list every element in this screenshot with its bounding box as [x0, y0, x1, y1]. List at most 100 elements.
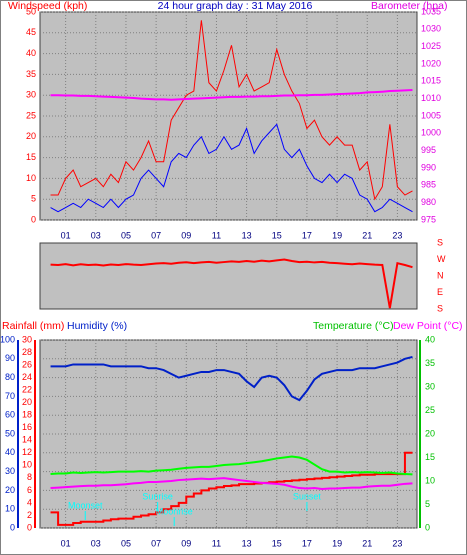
y3-tick-label: 18 [22, 410, 32, 420]
y2-tick-label: 1000 [421, 128, 441, 138]
x-tick-label: 07 [151, 538, 161, 548]
y2-tick-label: 0 [425, 522, 430, 532]
y-tick-label: 0 [31, 214, 36, 224]
x-tick-label: 13 [242, 230, 252, 240]
x-tick-label: 09 [181, 538, 191, 548]
x-tick-label: 01 [61, 230, 71, 240]
y2-tick-label: 985 [421, 180, 436, 190]
y3-tick-label: 8 [27, 472, 32, 482]
x-tick-label: 07 [151, 230, 161, 240]
series-label: Dew Point (°C) [393, 320, 463, 332]
x-tick-label: 03 [91, 538, 101, 548]
y-tick-label: 15 [26, 152, 36, 162]
plot-area [39, 242, 418, 310]
y2-tick-label: 990 [421, 162, 436, 172]
y-tick-label: 20 [26, 131, 36, 141]
y2-tick-label: 995 [421, 145, 436, 155]
y2-tick-label: 25 [425, 405, 435, 415]
y-tick-label: S [437, 237, 443, 247]
series-line [50, 258, 413, 309]
y2-tick-label: 15 [425, 452, 435, 462]
y3-tick-label: 14 [22, 435, 32, 445]
y2-tick-label: 35 [425, 358, 435, 368]
y-tick-label: 40 [26, 48, 36, 58]
x-tick-label: 17 [302, 230, 312, 240]
windspeed-label: Windspeed (kph) [8, 0, 87, 12]
annotation: Sunrise [142, 491, 173, 501]
x-tick-label: 11 [212, 230, 221, 240]
series-line [50, 123, 413, 213]
y2-tick-label: 1035 [421, 6, 441, 16]
y3-tick-label: 10 [22, 460, 32, 470]
x-tick-label: 23 [392, 230, 402, 240]
y2-tick-label: 1005 [421, 110, 441, 120]
x-tick-label: 23 [392, 538, 402, 548]
y-tick-label: E [437, 287, 443, 297]
y-tick-label: 30 [5, 466, 15, 476]
y-tick-label: 90 [5, 353, 15, 363]
annotation: Moonset [68, 500, 103, 510]
x-tick-label: 21 [362, 230, 372, 240]
y3-tick-label: 28 [22, 347, 32, 357]
y-tick-label: N [437, 270, 444, 280]
y-tick-label: 5 [31, 194, 36, 204]
x-tick-label: 15 [272, 538, 282, 548]
series-label: Rainfall (mm) [2, 320, 64, 332]
series-line [50, 355, 413, 402]
y-tick-label: 80 [5, 372, 15, 382]
series-line [50, 89, 413, 101]
y2-tick-label: 40 [425, 334, 435, 344]
x-tick-label: 11 [212, 538, 221, 548]
y-tick-label: 50 [26, 6, 36, 16]
x-tick-label: 05 [121, 538, 131, 548]
y-tick-label: 0 [10, 522, 15, 532]
x-tick-label: 05 [121, 230, 131, 240]
plot-area [39, 11, 418, 221]
y2-tick-label: 975 [421, 214, 436, 224]
y-tick-label: 30 [26, 90, 36, 100]
y3-tick-label: 4 [27, 497, 32, 507]
y-tick-label: 100 [0, 334, 15, 344]
y2-tick-label: 1020 [421, 58, 441, 68]
y3-tick-label: 24 [22, 372, 32, 382]
series-line [50, 20, 413, 201]
y-tick-label: 60 [5, 410, 15, 420]
y-tick-label: 20 [5, 485, 15, 495]
y2-tick-label: 1025 [421, 41, 441, 51]
y2-tick-label: 1010 [421, 93, 441, 103]
annotation: Moonrise [156, 506, 193, 516]
series-label: Humidity (%) [67, 320, 127, 332]
y3-tick-label: 2 [27, 510, 32, 520]
x-tick-label: 19 [332, 230, 342, 240]
x-tick-label: 03 [91, 230, 101, 240]
y-tick-label: 50 [5, 428, 15, 438]
y3-tick-label: 26 [22, 359, 32, 369]
y-tick-label: 35 [26, 69, 36, 79]
y-tick-label: S [437, 303, 443, 313]
y3-tick-label: 22 [22, 385, 32, 395]
x-tick-label: 19 [332, 538, 342, 548]
x-tick-label: 15 [272, 230, 282, 240]
series-line [50, 451, 413, 526]
x-tick-label: 13 [242, 538, 252, 548]
y2-tick-label: 5 [425, 499, 430, 509]
title: 24 hour graph day : 31 May 2016 [158, 0, 313, 12]
y3-tick-label: 0 [27, 522, 32, 532]
y2-tick-label: 10 [425, 475, 435, 485]
y2-tick-label: 1030 [421, 24, 441, 34]
y-tick-label: 25 [26, 110, 36, 120]
y2-tick-label: 20 [425, 428, 435, 438]
y2-tick-label: 1015 [421, 76, 441, 86]
series-label: Temperature (°C) [313, 320, 394, 332]
y3-tick-label: 30 [22, 334, 32, 344]
annotation: Sunset [293, 491, 322, 501]
barometer-label: Barometer (hpa) [371, 0, 447, 12]
y3-tick-label: 20 [22, 397, 32, 407]
series-line [50, 455, 413, 476]
x-tick-label: 09 [181, 230, 191, 240]
y-tick-label: 45 [26, 27, 36, 37]
x-tick-label: 17 [302, 538, 312, 548]
y-tick-label: 70 [5, 391, 15, 401]
y-tick-label: 40 [5, 447, 15, 457]
